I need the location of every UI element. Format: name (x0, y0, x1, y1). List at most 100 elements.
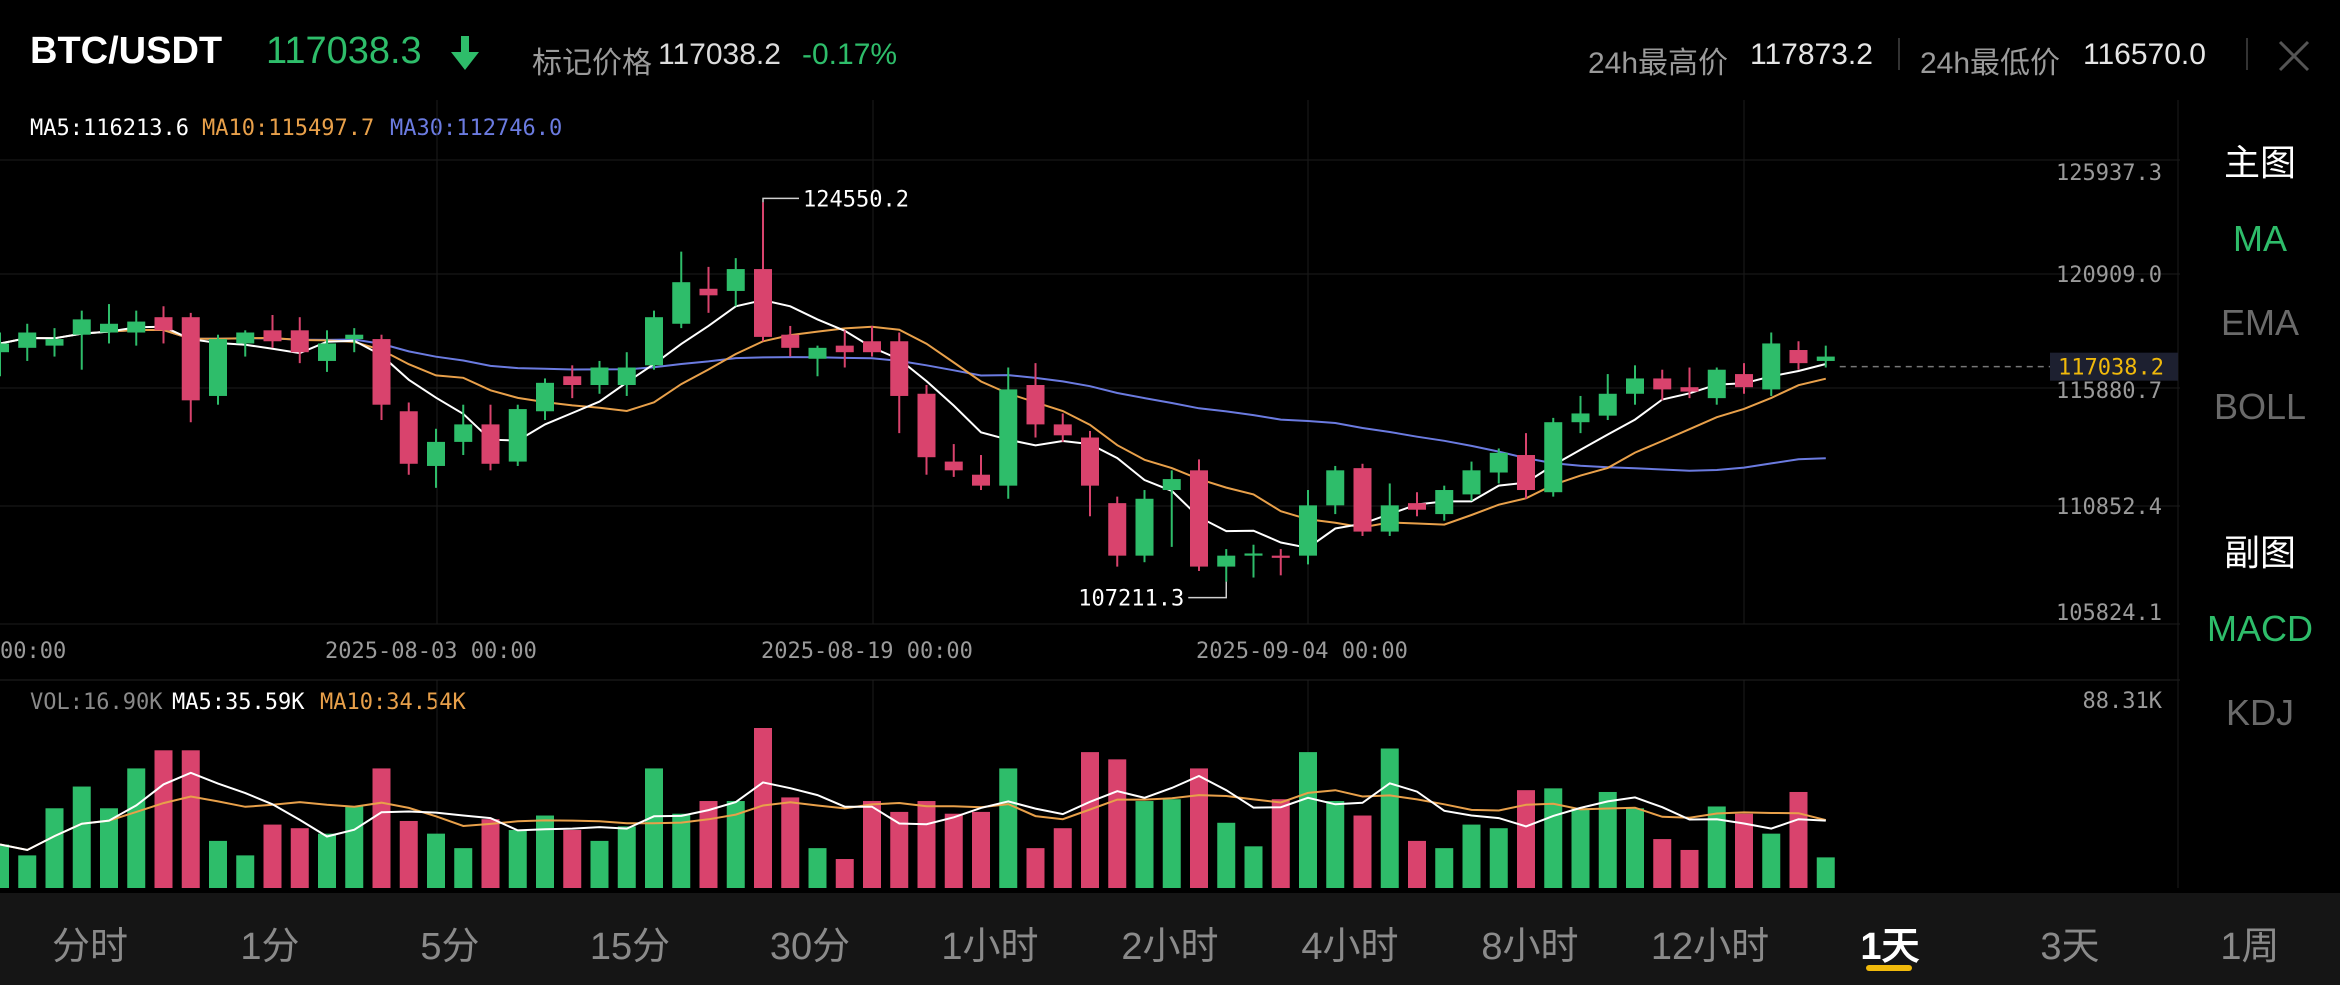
candle-body (1217, 555, 1236, 567)
tab-12h[interactable]: 12小时 (1650, 926, 1770, 968)
pair-symbol[interactable]: BTC/USDT (30, 30, 223, 72)
candle-body (345, 334, 364, 340)
tab-1w[interactable]: 1周 (2220, 926, 2280, 968)
candle-body (699, 288, 718, 296)
tab-30m[interactable]: 30分 (769, 926, 851, 968)
candle-body (1190, 470, 1208, 567)
candle-body (617, 367, 636, 386)
candle-body (1435, 490, 1454, 515)
volume-bar (917, 801, 936, 888)
price-tick: 120909.0 (2056, 263, 2162, 288)
candle-body (1707, 369, 1726, 399)
candle-body (1108, 503, 1127, 556)
candle-body (1653, 378, 1672, 390)
indicator-ma[interactable]: MA (2233, 218, 2287, 259)
tab-8h[interactable]: 8小时 (1481, 926, 1579, 968)
volume-bar (399, 820, 418, 888)
candle-body (972, 474, 990, 486)
volume-bar (1081, 752, 1099, 888)
candle-body (536, 382, 554, 412)
candle-body (127, 321, 146, 333)
indicator-kdj[interactable]: KDJ (2225, 692, 2294, 733)
volume-bar (672, 813, 691, 888)
tab-2h[interactable]: 2小时 (1121, 926, 1219, 968)
ticker-header: BTC/USDT 117038.3 标记价格 117038.2 -0.17% 2… (0, 0, 2340, 100)
volume-bar (18, 855, 37, 888)
high-24h-label: 24h最高价 (1588, 47, 1729, 80)
candle-body (1162, 479, 1181, 491)
indicator-ema[interactable]: EMA (2220, 302, 2299, 343)
tab-1h[interactable]: 1小时 (941, 926, 1039, 968)
volume-bar (999, 768, 1018, 888)
tab-3d[interactable]: 3天 (2040, 926, 2100, 968)
candle-body (1489, 452, 1508, 473)
candle-body (263, 330, 282, 342)
mark-price-value: 117038.2 (658, 38, 781, 71)
volume-bar (645, 768, 663, 888)
candle-body (399, 411, 418, 464)
candle-body (236, 332, 255, 344)
candle-body (890, 341, 909, 396)
volume-bar (1271, 799, 1290, 888)
main-chart-title: 主图 (2223, 142, 2296, 183)
candle-body (454, 424, 473, 442)
kline-chart[interactable]: 125937.3 120909.0 115880.7 110852.4 105824.1… (0, 0, 2180, 893)
sub-chart-title: 副图 (2223, 532, 2296, 573)
date-tick: 2025-08-19 00:00 (761, 639, 973, 664)
candle-body (590, 367, 609, 386)
volume-bar (1108, 759, 1127, 888)
volume-bar (0, 844, 9, 888)
tab-5m[interactable]: 5分 (420, 926, 480, 968)
tab-time[interactable]: 分时 (51, 926, 128, 968)
candle-body (1680, 387, 1699, 392)
close-icon[interactable] (2276, 38, 2312, 74)
volume-bar (100, 808, 118, 888)
candle-body (45, 339, 64, 346)
candle-body (1271, 555, 1290, 558)
candle-body (508, 409, 527, 462)
divider (2246, 38, 2248, 70)
volume-bar (808, 848, 827, 888)
volume-bar (1816, 857, 1835, 888)
price-change: -0.17% (802, 38, 898, 71)
volume-bar (1408, 840, 1426, 888)
interval-tabs: 分时 1分 5分 15分 30分 1小时 2小时 4小时 8小时 12小时 1天… (0, 893, 2340, 985)
indicator-macd[interactable]: MACD (2207, 608, 2313, 649)
indicator-panel: 主图 MA EMA BOLL 副图 MACD KDJ (2180, 100, 2340, 890)
active-tab-indicator (1866, 965, 1912, 971)
tab-15m[interactable]: 15分 (589, 926, 671, 968)
high-24h-value: 117873.2 (1750, 38, 1873, 71)
volume-bar (154, 750, 173, 888)
candle-body (181, 317, 200, 401)
volume-bar (1489, 828, 1508, 888)
volume-bar (890, 811, 909, 888)
volume-bar (1517, 790, 1535, 888)
indicator-boll[interactable]: BOLL (2213, 386, 2307, 427)
volume-bar (617, 826, 636, 888)
volume-bar (345, 806, 364, 888)
tab-4h[interactable]: 4小时 (1301, 926, 1399, 968)
tab-1d[interactable]: 1天 (1860, 926, 1920, 968)
candle-body (0, 343, 9, 353)
volume-bar (754, 728, 772, 888)
tab-1m[interactable]: 1分 (240, 926, 300, 968)
price-tick: 125937.3 (2056, 161, 2162, 186)
volume-bar (1735, 813, 1753, 888)
low-price-label: 107211.3 (1078, 587, 1184, 612)
volume-bar (1190, 768, 1208, 888)
volume-bar (835, 859, 854, 888)
candle-body (1571, 413, 1590, 423)
date-tick: 2025-09-04 00:00 (1196, 639, 1408, 664)
candle-body (563, 376, 582, 386)
volume-bar (781, 797, 800, 888)
vol-ma10-line (0, 789, 1827, 852)
volume-bar (290, 828, 309, 888)
volume-bar (181, 750, 200, 888)
candle-body (1544, 422, 1563, 493)
candle-body (1326, 470, 1345, 506)
low-24h-value: 116570.0 (2083, 38, 2206, 71)
volume-bar (944, 813, 963, 888)
candle-body (1462, 470, 1481, 495)
volume-bar (318, 833, 336, 888)
volume-bar (1626, 808, 1644, 888)
